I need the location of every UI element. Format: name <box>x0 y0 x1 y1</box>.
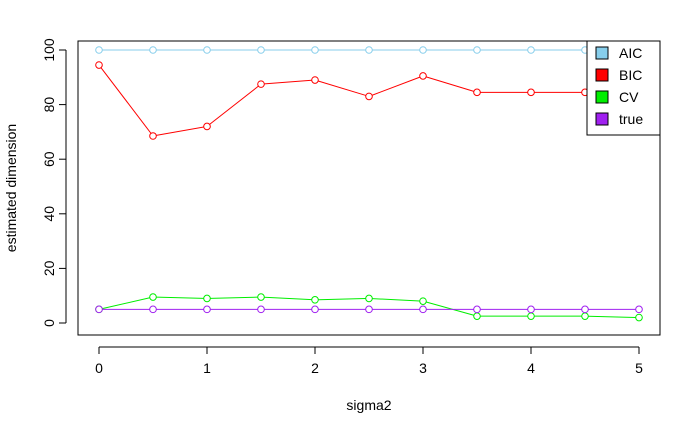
line-segment <box>372 298 420 302</box>
x-tick-label: 4 <box>527 360 535 376</box>
line-segment <box>588 315 636 318</box>
data-point <box>527 46 535 54</box>
y-axis-title: estimated dimension <box>3 124 19 252</box>
data-point <box>473 305 481 314</box>
line-segment <box>426 301 474 316</box>
y-tick-label: 60 <box>41 151 57 167</box>
data-point <box>311 76 319 84</box>
data-point <box>149 46 157 54</box>
legend-item-aic: AIC <box>595 45 642 61</box>
data-point <box>527 88 535 97</box>
data-point <box>419 305 427 314</box>
data-point <box>527 312 535 320</box>
line-segment <box>100 67 152 134</box>
x-tick-label: 3 <box>419 360 427 376</box>
axes-layer: 0 1 2 3 4 5 0 20 40 60 80 100 <box>41 38 643 376</box>
data-point <box>311 46 319 54</box>
legend-label: CV <box>619 89 639 105</box>
y-tick-label: 40 <box>41 206 57 222</box>
line-segment <box>318 298 366 301</box>
data-point <box>365 46 373 54</box>
data-point <box>203 305 211 314</box>
data-point <box>257 46 265 54</box>
line-segment <box>318 80 366 96</box>
legend-swatch <box>595 46 609 60</box>
data-point <box>149 293 157 301</box>
legend-swatch <box>595 90 609 104</box>
data-point <box>635 305 643 314</box>
legend-label: true <box>619 111 643 127</box>
data-point <box>365 305 373 314</box>
data-point <box>473 88 481 97</box>
line-segment <box>210 296 258 299</box>
data-point <box>635 313 643 322</box>
line-segment <box>371 76 421 96</box>
data-point <box>311 295 319 304</box>
series-line-cv <box>102 296 636 318</box>
legend-item-cv: CV <box>595 89 639 105</box>
data-point <box>149 305 157 314</box>
legend-swatch <box>595 112 609 126</box>
line-segment <box>264 296 312 301</box>
y-tick-label: 0 <box>41 319 57 327</box>
legend: AIC BIC CV true <box>586 40 661 136</box>
line-segment <box>264 79 312 85</box>
y-tick-label: 20 <box>41 260 57 276</box>
data-point <box>419 46 427 54</box>
y-axis: 0 20 40 60 80 100 <box>41 38 67 327</box>
y-tick-label: 100 <box>41 38 57 62</box>
series-aic <box>95 46 643 54</box>
line-segment <box>426 76 474 92</box>
data-point <box>95 46 103 54</box>
data-point <box>149 132 157 140</box>
legend-label: AIC <box>619 45 642 61</box>
legend-label: BIC <box>619 67 642 83</box>
data-point <box>473 312 481 320</box>
series-bic <box>95 61 643 140</box>
data-point <box>311 305 319 314</box>
x-axis: 0 1 2 3 4 5 <box>95 346 643 376</box>
data-point <box>203 46 211 54</box>
line-segment <box>209 85 259 125</box>
data-point <box>95 61 103 69</box>
data-point <box>527 305 535 314</box>
data-point <box>203 122 211 131</box>
data-point <box>257 80 265 88</box>
data-point <box>419 72 427 80</box>
data-point <box>581 312 589 320</box>
line-segment <box>156 296 204 299</box>
data-point <box>257 305 265 314</box>
data-point <box>365 92 373 101</box>
legend-item-true: true <box>595 111 643 127</box>
x-tick-label: 1 <box>203 360 211 376</box>
data-point <box>365 294 373 303</box>
plot-area-border <box>77 40 661 336</box>
line-segment <box>156 126 204 136</box>
data-point <box>203 294 211 303</box>
data-point <box>95 305 103 314</box>
x-tick-label: 2 <box>311 360 319 376</box>
legend-item-bic: BIC <box>595 67 642 83</box>
x-tick-label: 0 <box>95 360 103 376</box>
x-tick-label: 5 <box>635 360 643 376</box>
series-true <box>95 305 643 314</box>
x-axis-title: sigma2 <box>346 397 391 413</box>
data-point <box>581 305 589 314</box>
series-layer <box>95 46 643 322</box>
y-tick-label: 80 <box>41 97 57 113</box>
data-point <box>473 46 481 54</box>
series-line-bic <box>100 67 636 136</box>
data-point <box>257 293 265 301</box>
legend-swatch <box>595 68 609 82</box>
line-segment <box>102 297 150 310</box>
data-point <box>419 297 427 305</box>
